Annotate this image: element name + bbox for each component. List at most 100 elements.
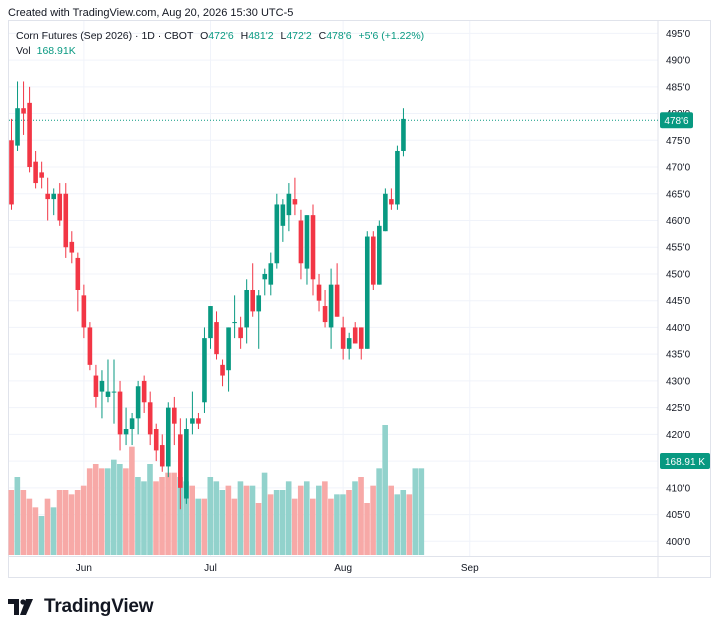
candle — [298, 209, 304, 280]
candle-body — [292, 199, 298, 205]
volume-bar — [165, 472, 171, 555]
candle — [304, 215, 310, 285]
candle-body — [123, 429, 129, 435]
candle-body — [105, 391, 111, 397]
close-label: C — [318, 30, 327, 42]
volume-bar — [249, 485, 256, 555]
candle-body — [27, 102, 32, 168]
volume-bar — [261, 472, 268, 555]
candle-body — [99, 380, 105, 392]
candle — [238, 316, 243, 349]
candle-body — [298, 220, 304, 264]
volume-bar — [86, 468, 93, 555]
candle-body — [371, 236, 376, 285]
y-tick-label: 475'0 — [666, 136, 691, 147]
candle — [274, 193, 280, 269]
x-tick-label: Sep — [461, 563, 479, 574]
volume-bar — [177, 477, 183, 555]
candle — [364, 231, 370, 349]
candle — [172, 396, 177, 446]
candle-body — [196, 418, 201, 424]
candle-body — [310, 215, 316, 280]
candle-body — [250, 290, 255, 312]
y-tick-label: 430'0 — [666, 376, 691, 387]
low-label: L — [280, 30, 287, 42]
volume-bar — [123, 468, 129, 555]
candle-body — [256, 295, 262, 312]
candle-body — [75, 257, 81, 290]
low-value: 472'2 — [286, 30, 312, 42]
high-label: H — [240, 30, 249, 42]
candle — [377, 220, 382, 285]
candle — [310, 204, 316, 296]
candle-body — [81, 295, 87, 328]
candle-body — [328, 284, 334, 328]
candle — [45, 177, 50, 221]
y-tick-label: 420'0 — [666, 430, 691, 441]
last-price-badge: 478'6 — [660, 112, 693, 129]
candle — [153, 423, 159, 462]
candle — [190, 391, 195, 435]
candle-body — [214, 322, 219, 355]
volume-bar — [213, 481, 220, 555]
candle — [178, 418, 183, 510]
candle — [256, 290, 262, 349]
volume-bar — [225, 485, 232, 555]
chart-frame[interactable] — [8, 20, 711, 578]
candle — [105, 359, 111, 403]
volume-bar — [147, 464, 153, 555]
candle-body — [232, 322, 237, 324]
candle — [165, 402, 171, 478]
candle-body — [147, 402, 153, 435]
volume-bar — [273, 490, 280, 555]
candle-body — [45, 193, 50, 200]
change-value: +5'6 (+1.22%) — [358, 30, 425, 42]
volume-bar — [364, 503, 370, 555]
candle-body — [280, 204, 286, 226]
candle — [33, 150, 38, 189]
volume-bar — [237, 481, 244, 555]
candle — [111, 359, 117, 424]
candle — [352, 322, 358, 344]
candle — [226, 327, 231, 392]
candle — [292, 177, 298, 216]
candle — [371, 231, 376, 290]
candle — [214, 311, 219, 360]
volume-bar — [183, 481, 189, 555]
candle-body — [220, 364, 225, 376]
candle-body — [364, 236, 370, 349]
volume-bar — [74, 490, 81, 555]
candle — [99, 370, 105, 419]
candle — [202, 327, 207, 413]
candle — [9, 118, 14, 210]
volume-bar — [26, 498, 33, 555]
tradingview-logo[interactable]: TradingView — [8, 596, 154, 617]
y-tick-label: 495'0 — [666, 29, 691, 40]
volume-bar — [285, 481, 292, 555]
volume-bar — [328, 498, 334, 555]
y-tick-label: 425'0 — [666, 403, 691, 414]
volume-bar — [50, 507, 57, 555]
volume-bar — [316, 485, 322, 555]
candle-body — [202, 338, 207, 403]
candle-body — [226, 327, 231, 371]
candle — [328, 268, 334, 349]
candle-body — [377, 225, 382, 285]
candle — [51, 188, 57, 216]
volume-bar — [56, 490, 63, 555]
candle-body — [141, 380, 147, 403]
candle — [322, 290, 328, 328]
candle-body — [21, 108, 26, 114]
candle-body — [15, 108, 20, 146]
volume-bar — [231, 498, 238, 555]
y-tick-label: 485'0 — [666, 82, 691, 93]
candle — [123, 407, 129, 446]
candle — [280, 199, 286, 242]
volume-bar — [153, 481, 159, 555]
volume-label: Vol — [16, 45, 31, 57]
candle-body — [63, 193, 69, 248]
volume-bar — [44, 498, 51, 555]
candle — [401, 108, 406, 157]
candle — [316, 273, 322, 312]
